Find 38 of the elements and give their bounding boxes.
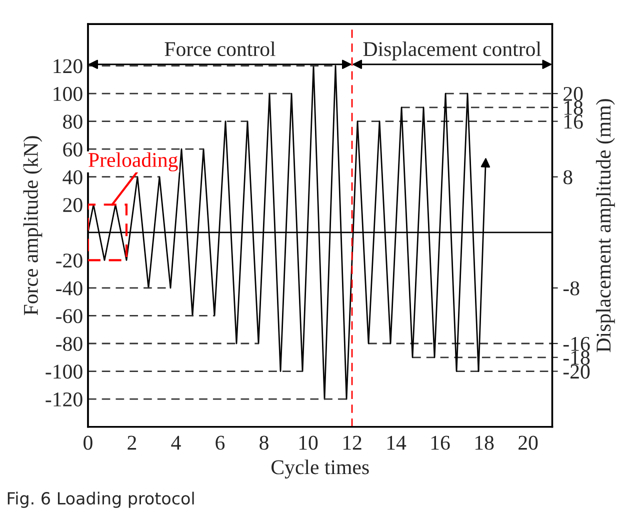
y-tick-label: 20: [63, 198, 82, 212]
x-tick-label: 18: [475, 436, 494, 450]
y2-tick-label: -8: [563, 281, 580, 296]
y-tick-label: 120: [54, 59, 82, 74]
y2-tick-label: -18: [563, 350, 590, 365]
x-tick-label: 2: [128, 436, 136, 450]
x-tick-label: 0: [84, 436, 92, 450]
y-tick-label: 40: [62, 170, 82, 184]
y-tick-label: -60: [56, 309, 82, 324]
annotation: Force control: [164, 41, 276, 56]
caption: Fig. 6 Loading protocol: [8, 492, 194, 508]
annotation: Displacement control: [363, 41, 542, 60]
y2-tick-label: 20: [564, 86, 583, 101]
y-tick-label: -20: [56, 254, 82, 268]
x-axis-title: Cycle times: [271, 460, 369, 479]
x-tick-label: 6: [216, 436, 225, 450]
x-tick-label: 14: [387, 436, 406, 450]
annotation: Preloading: [88, 152, 178, 172]
x-tick-label: 12: [343, 436, 362, 450]
y-tick-label: 60: [63, 142, 82, 157]
x-tick-label: 10: [299, 436, 318, 450]
y2-tick-label: -20: [563, 364, 590, 379]
y-tick-label: 100: [54, 86, 82, 101]
y2-tick-label: 18: [564, 100, 583, 115]
y-tick-label: -80: [56, 336, 82, 351]
y-tick-label: 80: [63, 114, 82, 129]
y2-tick-label: -16: [563, 336, 590, 351]
y-tick-label: -100: [46, 364, 82, 379]
y-tick-label: -40: [56, 281, 82, 296]
x-tick-label: 20: [518, 436, 538, 450]
y2-tick-label: 16: [564, 114, 583, 129]
x-tick-label: 16: [431, 436, 450, 450]
y2-axis-title: Displacement amplitude (mm): [596, 99, 615, 352]
x-tick-label: 4: [171, 436, 181, 450]
x-tick-label: 8: [260, 436, 268, 450]
y2-tick-label: 8: [563, 170, 572, 184]
y-tick-label: -120: [46, 392, 82, 406]
y-axis-title: Force amplitude (kN): [23, 136, 42, 316]
